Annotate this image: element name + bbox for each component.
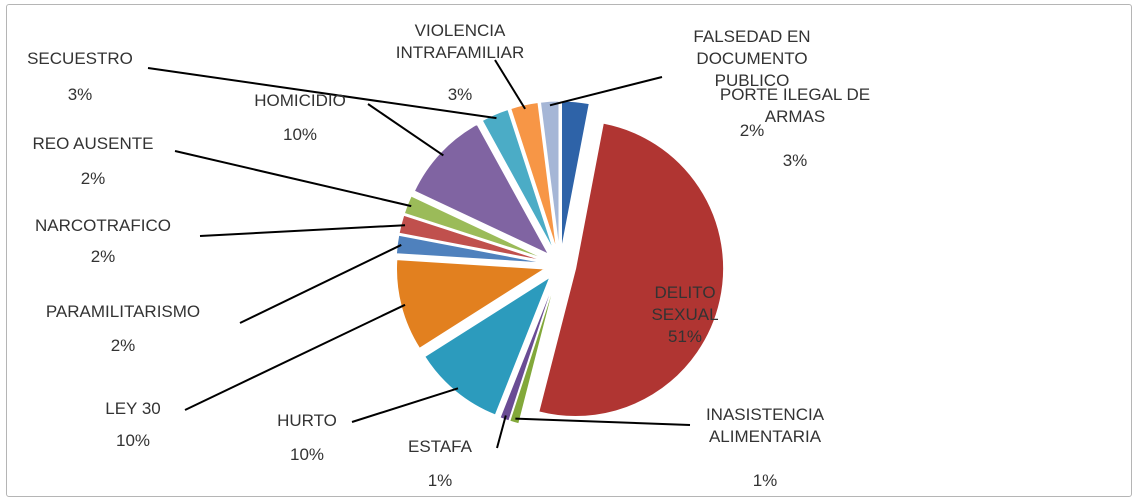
leader-line: [549, 76, 663, 107]
chart-frame: [6, 4, 1132, 497]
value-label: 10%: [289, 445, 325, 464]
value-label: 2%: [90, 247, 116, 266]
category-label: HURTO: [277, 411, 337, 430]
category-label: ESTAFA: [408, 437, 472, 456]
category-label: VIOLENCIA INTRAFAMILIAR: [395, 21, 525, 62]
value-label: 3%: [782, 151, 808, 170]
value-label: 2%: [739, 121, 765, 140]
leader-line: [239, 244, 402, 324]
leader-line: [496, 415, 507, 449]
category-label: LEY 30: [105, 399, 161, 418]
pie-slice: [509, 280, 557, 425]
pie-slice: [539, 100, 560, 250]
pie-slice: [398, 214, 545, 262]
leader-line: [351, 387, 459, 423]
pie-slice: [510, 101, 558, 250]
leader-line: [199, 224, 406, 237]
value-label: 3%: [67, 85, 93, 104]
leader-line: [367, 103, 444, 157]
leader-line: [184, 303, 406, 411]
category-label: REO AUSENTE: [32, 134, 154, 153]
value-label: 2%: [110, 336, 136, 355]
value-label: 1%: [752, 471, 778, 490]
category-label: PARAMILITARISMO: [45, 302, 201, 321]
category-label: NARCOTRAFICO: [35, 216, 171, 235]
value-label: 1%: [427, 471, 453, 490]
value-label: 51%: [667, 327, 703, 346]
pie-slice: [561, 100, 590, 250]
value-label: 3%: [447, 85, 473, 104]
category-label: PORTE ILEGAL DE ARMAS: [719, 85, 871, 126]
pie-slice: [481, 108, 555, 251]
value-label: 10%: [282, 125, 318, 144]
category-label: SECUESTRO: [27, 49, 133, 68]
category-label: INASISTENCIA ALIMENTARIA: [705, 405, 825, 446]
leader-line: [174, 150, 412, 208]
category-label: FALSEDAD EN DOCUMENTO PUBLICO: [693, 27, 811, 90]
leader-line: [147, 67, 497, 120]
value-label: 10%: [115, 431, 151, 450]
leader-line: [515, 417, 691, 426]
value-label: 2%: [80, 169, 106, 188]
category-label: HOMICIDIO: [254, 91, 346, 110]
pie-slice: [538, 122, 725, 417]
leader-line: [494, 59, 526, 110]
pie-slice: [395, 234, 545, 264]
pie-slice: [424, 276, 551, 416]
category-label: DELITO SEXUAL: [651, 283, 719, 324]
